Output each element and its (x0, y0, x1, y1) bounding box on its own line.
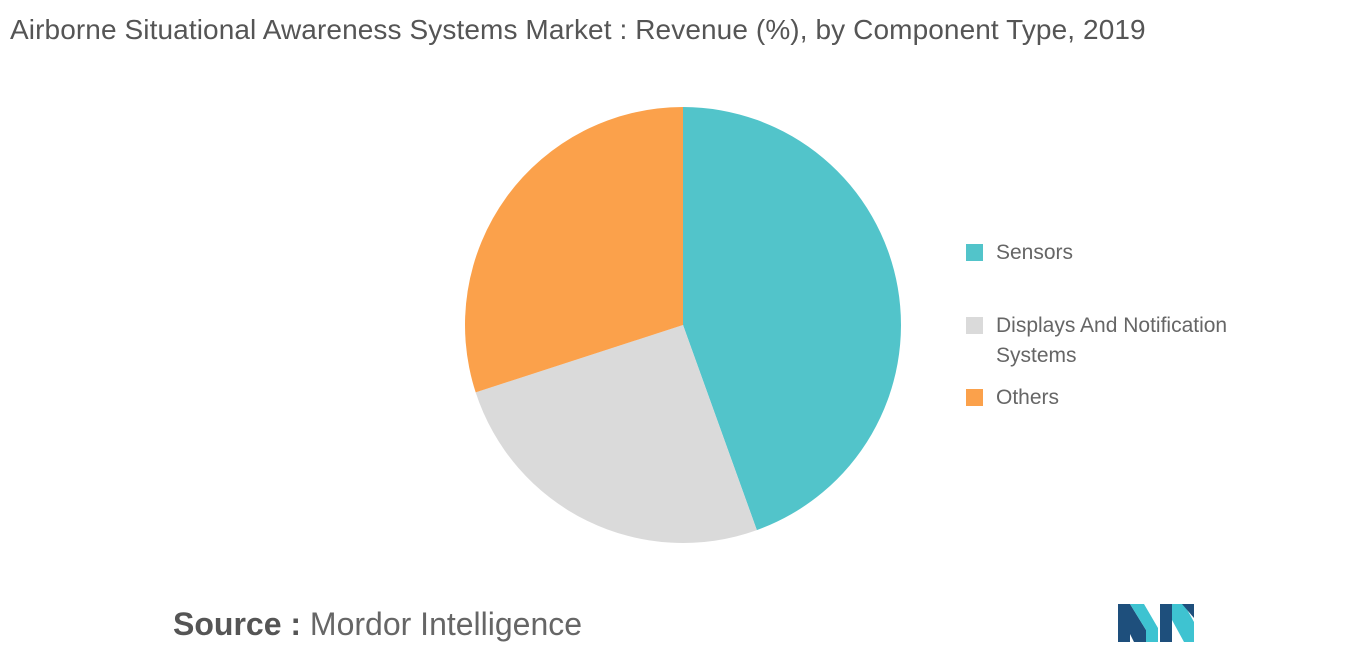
source-key: Source : (173, 606, 302, 642)
legend-swatch-others (966, 389, 983, 406)
mordor-intelligence-logo-icon (1118, 604, 1194, 642)
legend-item-displays[interactable]: Displays And Notification Systems (966, 311, 1276, 371)
legend-swatch-sensors (966, 244, 983, 261)
pie-slice-sensors[interactable] (683, 107, 901, 531)
pie-slice-displays-and-notification-systems[interactable] (475, 325, 757, 543)
source-value: Mordor Intelligence (309, 606, 583, 642)
legend-label-sensors: Sensors (996, 241, 1074, 264)
legend-item-others[interactable]: Others (966, 383, 1276, 413)
legend-swatch-displays (966, 317, 983, 334)
legend-label-displays: Displays And Notification Systems (996, 314, 1228, 367)
source-note: Source : Mordor Intelligence (173, 606, 582, 643)
pie-slice-others[interactable] (464, 107, 683, 393)
legend-item-sensors[interactable]: Sensors (966, 238, 1276, 268)
legend-label-others: Others (996, 386, 1060, 409)
chart-title: Airborne Situational Awareness Systems M… (10, 14, 1146, 45)
